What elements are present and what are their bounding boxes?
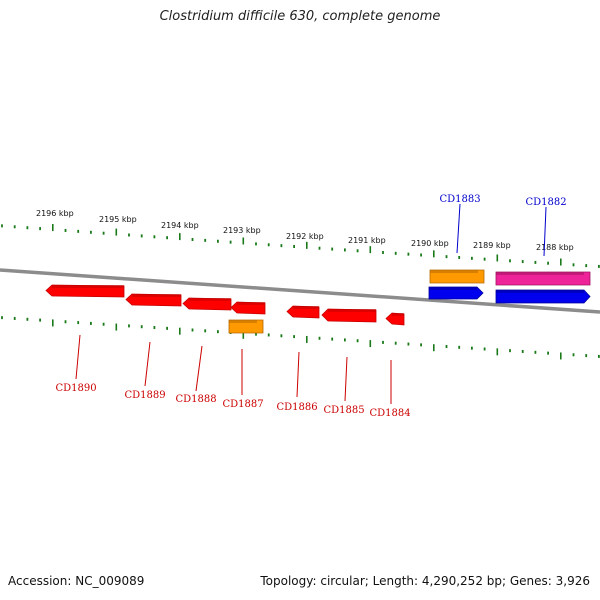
leader-line-cd1889 bbox=[144, 341, 151, 387]
leader-line-cd1888 bbox=[195, 345, 203, 392]
gene-label-cd1887[interactable]: CD1887 bbox=[222, 399, 263, 410]
scale-label: 2194 kbp bbox=[161, 221, 199, 230]
scale-label: 2189 kbp bbox=[473, 241, 511, 250]
scale-label: 2188 kbp bbox=[536, 243, 574, 252]
gene-labels: CD1882 CD1883 CD1884 CD1885 CD1886 CD1887 CD18… bbox=[55, 194, 566, 419]
gene-label-cd1882[interactable]: CD1882 bbox=[525, 197, 566, 208]
map-title: Clostridium difficile 630, complete geno… bbox=[159, 9, 441, 24]
gene-CD1887 bbox=[228, 319, 264, 334]
scale-label: 2190 kbp bbox=[411, 239, 449, 248]
inner-tick-ring bbox=[1, 316, 600, 360]
genome-stats-text: Topology: circular; Length: 4,290,252 bp… bbox=[260, 574, 590, 588]
gene-label-cd1886[interactable]: CD1886 bbox=[276, 402, 317, 413]
gene-label-cd1890[interactable]: CD1890 bbox=[55, 383, 96, 394]
leader-line-cd1883 bbox=[456, 203, 461, 254]
outer-tick-ring bbox=[1, 224, 600, 268]
leader-line-cd1886 bbox=[296, 351, 300, 398]
gene-label-leaders bbox=[75, 203, 547, 404]
gene-label-cd1889[interactable]: CD1889 bbox=[124, 390, 165, 401]
gene-label-cd1884[interactable]: CD1884 bbox=[369, 408, 410, 419]
leader-line-cd1882 bbox=[543, 206, 547, 257]
scale-label: 2196 kbp bbox=[36, 209, 74, 218]
gene-CD1883 bbox=[429, 269, 485, 284]
gene-CD1888b bbox=[230, 301, 266, 315]
gene-forward-1 bbox=[428, 286, 484, 300]
gene-label-cd1888[interactable]: CD1888 bbox=[175, 394, 216, 405]
gene-CD1890 bbox=[45, 284, 125, 298]
leader-line-cd1885 bbox=[344, 356, 348, 402]
gene-CD1888 bbox=[182, 297, 232, 311]
scale-label: 2192 kbp bbox=[286, 232, 324, 241]
scale-label: 2191 kbp bbox=[348, 236, 386, 245]
gene-CD1885 bbox=[321, 308, 377, 323]
gene-label-cd1885[interactable]: CD1885 bbox=[323, 405, 364, 416]
gene-CD1882 bbox=[495, 271, 591, 286]
leader-line-cd1890 bbox=[75, 334, 81, 380]
gene-label-cd1883[interactable]: CD1883 bbox=[439, 194, 480, 205]
gene-CD1884 bbox=[385, 312, 405, 326]
gene-CD1886 bbox=[286, 305, 320, 319]
scale-label: 2195 kbp bbox=[99, 215, 137, 224]
genome-backbone bbox=[0, 268, 600, 314]
gene-forward-2 bbox=[495, 289, 591, 304]
gene-CD1889 bbox=[125, 293, 182, 307]
scale-label: 2193 kbp bbox=[223, 226, 261, 235]
accession-text: Accession: NC_009089 bbox=[8, 574, 145, 588]
scale-labels: 2196 kbp 2195 kbp 2194 kbp 2193 kbp 2192 kbp… bbox=[36, 209, 574, 252]
gene-features bbox=[45, 269, 591, 334]
